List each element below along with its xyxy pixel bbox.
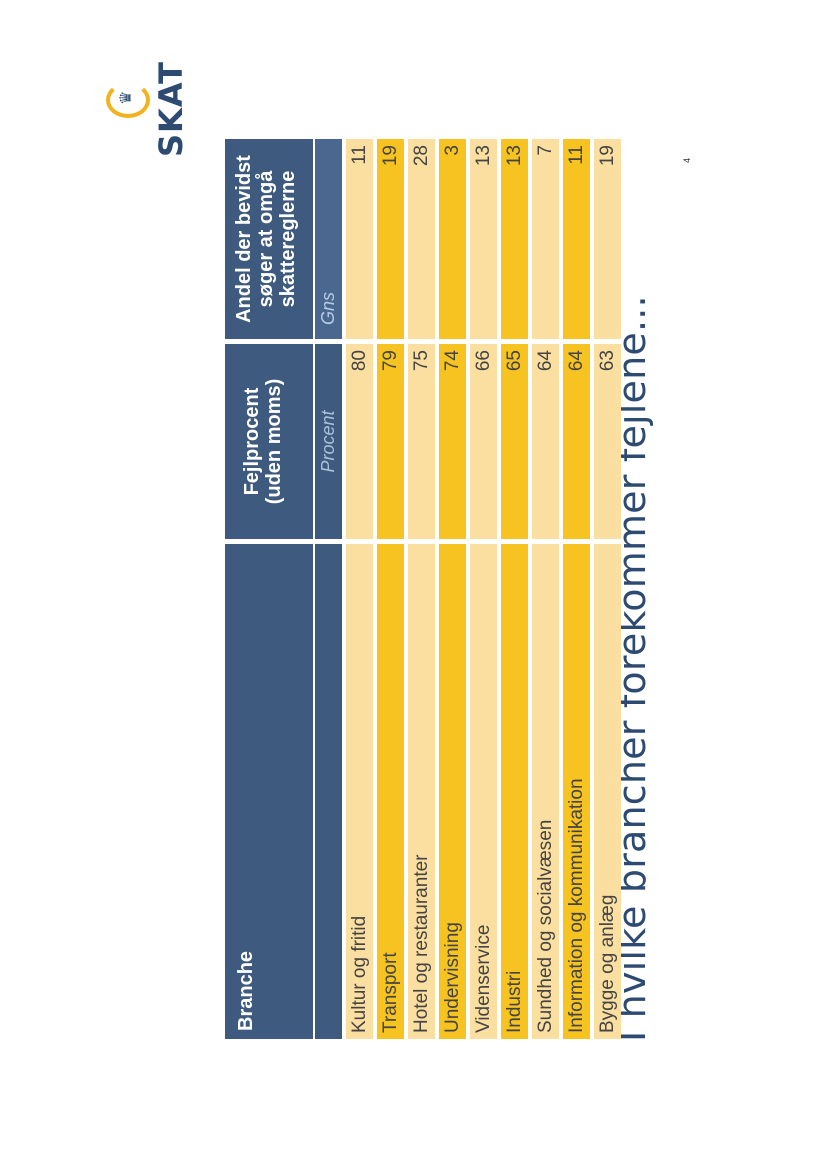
cell-branche: Bygge og anlæg <box>594 544 621 1039</box>
cell-andel: 11 <box>346 139 373 339</box>
table-row: Bygge og anlæg 63 19 <box>594 129 621 1039</box>
cell-fejlprocent: 64 <box>563 344 590 539</box>
branche-table: Branche Fejlprocent (uden moms) Andel de… <box>225 129 621 1039</box>
table-row: Information og kommunikation 64 11 <box>563 129 590 1039</box>
header-branche: Branche <box>225 544 313 1039</box>
cell-branche: Sundhed og socialvæsen <box>532 544 559 1039</box>
page-number: 4 <box>682 157 692 163</box>
table-row: Videnservice 66 13 <box>470 129 497 1039</box>
crown-icon: ♛ <box>118 90 135 105</box>
cell-branche: Kultur og fritid <box>346 544 373 1039</box>
cell-fejlprocent: 80 <box>346 344 373 539</box>
skat-logo: ♛ SKAT <box>100 59 190 169</box>
cell-branche: Hotel og restauranter <box>408 544 435 1039</box>
header-andel-line1: Andel der bevidst <box>233 155 255 323</box>
table-row: Transport 79 19 <box>377 129 404 1039</box>
cell-fejlprocent: 65 <box>501 344 528 539</box>
logo-text: SKAT <box>152 61 190 157</box>
cell-andel: 19 <box>594 139 621 339</box>
table-subheader: Procent Gns <box>315 129 342 1039</box>
table-row: Industri 65 13 <box>501 129 528 1039</box>
cell-andel: 7 <box>532 139 559 339</box>
cell-branche: Industri <box>501 544 528 1039</box>
header-fejlprocent-line2: (uden moms) <box>263 378 285 505</box>
cell-fejlprocent: 79 <box>377 344 404 539</box>
cell-branche: Information og kommunikation <box>563 544 590 1039</box>
cell-branche: Undervisning <box>439 544 466 1039</box>
cell-fejlprocent: 64 <box>532 344 559 539</box>
subheader-procent: Procent <box>315 344 342 539</box>
cell-branche: Transport <box>377 544 404 1039</box>
table-row: Sundhed og socialvæsen 64 7 <box>532 129 559 1039</box>
cell-fejlprocent: 66 <box>470 344 497 539</box>
cell-andel: 19 <box>377 139 404 339</box>
cell-andel: 11 <box>563 139 590 339</box>
header-fejlprocent-line1: Fejlprocent <box>241 387 263 496</box>
cell-branche: Videnservice <box>470 544 497 1039</box>
header-andel: Andel der bevidst søger at omgå skattere… <box>225 139 313 339</box>
cell-fejlprocent: 75 <box>408 344 435 539</box>
header-fejlprocent: Fejlprocent (uden moms) <box>225 344 313 539</box>
header-andel-line2: søger at omgå <box>255 170 277 308</box>
table-row: Undervisning 74 3 <box>439 129 466 1039</box>
cell-fejlprocent: 74 <box>439 344 466 539</box>
table-row: Hotel og restauranter 75 28 <box>408 129 435 1039</box>
cell-fejlprocent: 63 <box>594 344 621 539</box>
cell-andel: 28 <box>408 139 435 339</box>
subheader-branche <box>315 544 342 1039</box>
cell-andel: 13 <box>501 139 528 339</box>
subheader-gns: Gns <box>315 139 342 339</box>
header-andel-line3: skattereglerne <box>277 170 299 308</box>
table-header: Branche Fejlprocent (uden moms) Andel de… <box>225 129 313 1039</box>
table-row: Kultur og fritid 80 11 <box>346 129 373 1039</box>
cell-andel: 3 <box>439 139 466 339</box>
cell-andel: 13 <box>470 139 497 339</box>
